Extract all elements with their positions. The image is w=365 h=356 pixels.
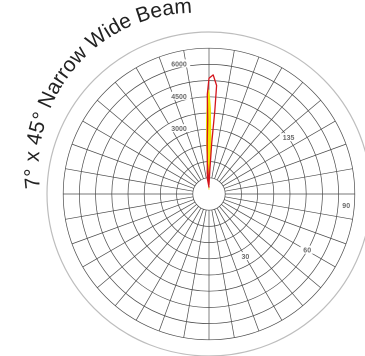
grid-spoke [65, 168, 194, 192]
angle-tick-label: 135 [283, 135, 295, 142]
grid-spoke [219, 206, 303, 306]
grid-spoke [216, 67, 283, 181]
grid-spoke [71, 143, 194, 189]
grid-spoke [115, 206, 199, 306]
radial-label-bg [167, 124, 191, 133]
radial-tick-label: 4500 [171, 94, 187, 101]
grid-spoke [214, 209, 260, 332]
radial-label-bg [167, 91, 191, 100]
grid-spoke [222, 120, 336, 187]
chart-title: 7° x 45° Narrow Wide Beam [21, 0, 193, 190]
radial-label-bg [167, 59, 191, 68]
grid-spoke [82, 120, 196, 187]
grid-spoke [135, 67, 202, 181]
angle-tick-label: 30 [242, 254, 250, 261]
series-red-outline [206, 74, 218, 188]
grid-spoke [158, 209, 204, 332]
grid-spoke [224, 168, 353, 192]
grid-spoke [97, 100, 197, 184]
grid-spoke [222, 201, 336, 268]
grid-spoke [183, 50, 207, 179]
grid-spoke [211, 209, 235, 338]
grid-spoke [183, 209, 207, 338]
grid-spoke [216, 207, 283, 321]
grid-spoke [82, 201, 196, 268]
grid-spoke [158, 56, 204, 179]
angle-label-bg [300, 245, 314, 254]
angle-label-bg [238, 252, 252, 261]
grid-spoke [214, 56, 260, 179]
grid-spoke [211, 50, 235, 179]
grid-spoke [224, 199, 347, 245]
beam-series [205, 74, 218, 190]
angle-label-bg [339, 201, 353, 209]
radial-tick-label: 6000 [171, 61, 187, 68]
polar-grid [46, 31, 365, 356]
grid-spoke [135, 207, 202, 321]
grid-spoke [97, 204, 197, 288]
grid-spoke [221, 100, 321, 184]
grid-spoke [71, 199, 194, 245]
grid-spoke [65, 196, 194, 220]
chart-title-path: 7° x 45° Narrow Wide Beam [21, 0, 193, 190]
radial-tick-label: 3000 [171, 126, 187, 133]
grid-spoke [221, 204, 321, 288]
axis-labels: 3000 4500 6000 30 60 90 135 [167, 59, 353, 261]
angle-tick-label: 60 [303, 248, 311, 255]
angle-tick-label: 90 [342, 203, 350, 210]
grid-spoke [115, 82, 199, 182]
grid-spoke [224, 143, 347, 189]
grid-spoke [224, 196, 353, 220]
grid-outer-ring [46, 31, 365, 356]
angle-label-bg [279, 133, 298, 142]
grid-spoke [219, 82, 303, 182]
